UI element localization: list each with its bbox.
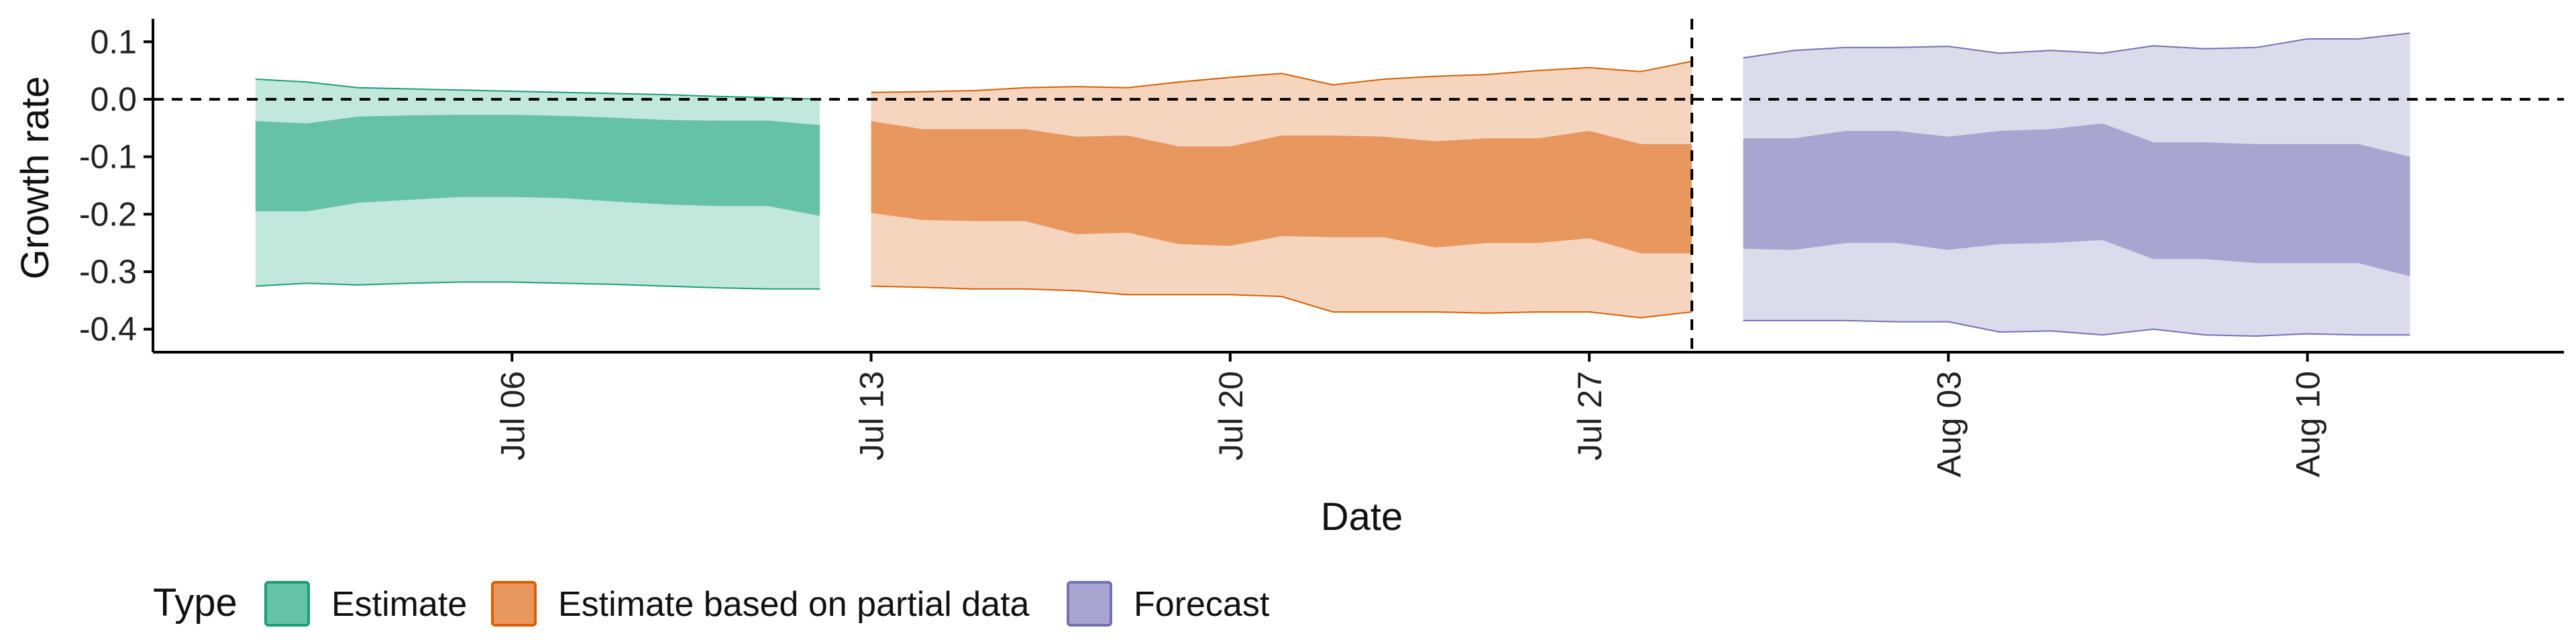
y-tick-label: -0.2 xyxy=(79,195,137,233)
series-1-upper-edge xyxy=(871,60,1693,93)
series-2-upper-edge xyxy=(1743,32,2410,59)
y-ticks: -0.4 -0.3 -0.2 -0.1 0.0 0.1 xyxy=(79,23,153,348)
legend-label-0: Estimate xyxy=(331,585,467,624)
series-0-inner-band xyxy=(255,115,820,216)
axes xyxy=(152,19,2564,354)
series-2-lower-edge xyxy=(1743,319,2410,337)
legend-swatch-2 xyxy=(1067,581,1112,627)
x-tick-label: Jul 06 xyxy=(494,371,531,460)
series-0 xyxy=(255,78,820,290)
legend: Type Estimate Estimate based on partial d… xyxy=(153,581,1270,627)
series-2 xyxy=(1743,32,2410,337)
reference-lines xyxy=(153,19,2564,352)
legend-label-1: Estimate based on partial data xyxy=(558,585,1030,624)
series-1-inner-band xyxy=(871,121,1692,254)
series-1-lower-edge xyxy=(871,285,1693,319)
x-tick-label: Jul 20 xyxy=(1212,371,1250,460)
x-tick-label: Aug 03 xyxy=(1930,371,1968,477)
legend-title: Type xyxy=(153,581,237,625)
x-axis-title: Date xyxy=(1321,495,1403,539)
x-ticks: Jul 06 Jul 13 Jul 20 Jul 27 Aug 03 Aug 10 xyxy=(494,352,2327,477)
y-tick-label: -0.3 xyxy=(79,253,137,290)
series-2-inner-band xyxy=(1743,123,2410,276)
y-axis-title: Growth rate xyxy=(13,76,57,280)
area-layer xyxy=(255,32,2410,337)
x-tick-label: Aug 10 xyxy=(2290,371,2327,477)
x-tick-label: Jul 27 xyxy=(1571,371,1609,460)
series-0-lower-edge xyxy=(255,281,820,290)
y-tick-label: 0.1 xyxy=(90,23,137,60)
y-tick-label: 0.0 xyxy=(90,80,137,118)
series-1 xyxy=(871,60,1693,319)
x-tick-label: Jul 13 xyxy=(853,371,891,460)
legend-swatch-1 xyxy=(491,581,537,627)
series-0-upper-edge xyxy=(255,78,820,100)
y-tick-label: -0.4 xyxy=(79,311,137,348)
legend-label-2: Forecast xyxy=(1134,585,1270,624)
legend-swatch-0 xyxy=(264,581,310,627)
y-tick-label: -0.1 xyxy=(79,138,137,176)
